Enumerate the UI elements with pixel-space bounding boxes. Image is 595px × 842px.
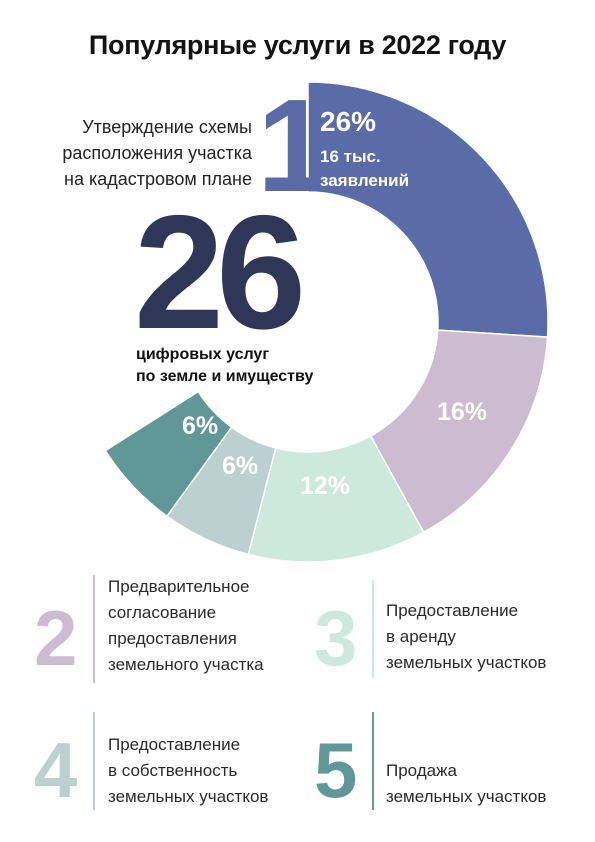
service-3-line1: Предоставление: [386, 601, 519, 620]
service-2-line2: согласование: [108, 603, 217, 622]
service-divider-4: [93, 712, 95, 810]
service-divider-2: [93, 575, 95, 683]
center-subtitle-line1: цифровых услуг: [136, 346, 269, 363]
service-rank-4: 4: [34, 726, 78, 814]
top-service-count-line2: заявлений: [320, 171, 410, 190]
top-service-label: Утверждение схемы расположения участка н…: [40, 114, 252, 192]
service-5-line2: земельных участков: [386, 787, 547, 806]
service-divider-3: [372, 580, 374, 678]
top-service-count-line1: 16 тыс.: [320, 147, 381, 166]
service-text-3: Предоставление в аренду земельных участк…: [386, 598, 586, 676]
service-rank-5: 5: [314, 726, 358, 814]
service-4-line3: земельных участков: [108, 787, 269, 806]
service-divider-5: [372, 712, 374, 810]
top-service-rank: 1: [257, 72, 331, 219]
service-2-line1: Предварительное: [108, 577, 250, 596]
top-service-label-line2: расположения участка: [62, 143, 252, 163]
center-subtitle: цифровых услуг по земле и имуществу: [136, 344, 313, 388]
slice-label-5: 6%: [182, 412, 219, 440]
service-3-line3: земельных участков: [386, 653, 547, 672]
service-text-2: Предварительное согласование предоставле…: [108, 574, 308, 678]
service-2-line3: предоставления: [108, 629, 237, 648]
donut-slice-5: [104, 390, 233, 518]
donut-slice-2: [369, 329, 549, 534]
center-subtitle-line2: по земле и имуществу: [136, 368, 314, 385]
top-service-label-line1: Утверждение схемы: [82, 117, 252, 137]
service-2-line4: земельного участка: [108, 655, 264, 674]
slice-label-1: 26%: [320, 106, 377, 137]
service-rank-3: 3: [314, 594, 358, 682]
slice-label-2: 16%: [437, 398, 488, 426]
center-number: 26: [134, 182, 306, 363]
service-3-line2: в аренду: [386, 627, 456, 646]
donut-slice-1: [307, 81, 549, 338]
service-text-4: Предоставление в собственность земельных…: [108, 732, 308, 810]
service-4-line2: в собственность: [108, 761, 238, 780]
service-rank-2: 2: [34, 594, 78, 682]
slice-label-4: 6%: [222, 452, 259, 480]
top-service-label-line3: на кадастровом плане: [64, 169, 252, 189]
service-4-line1: Предоставление: [108, 735, 241, 754]
service-text-5: Продажа земельных участков: [386, 758, 586, 810]
chart-title: Популярные услуги в 2022 году: [88, 30, 507, 60]
service-5-line1: Продажа: [386, 761, 457, 780]
slice-label-3: 12%: [300, 472, 351, 500]
